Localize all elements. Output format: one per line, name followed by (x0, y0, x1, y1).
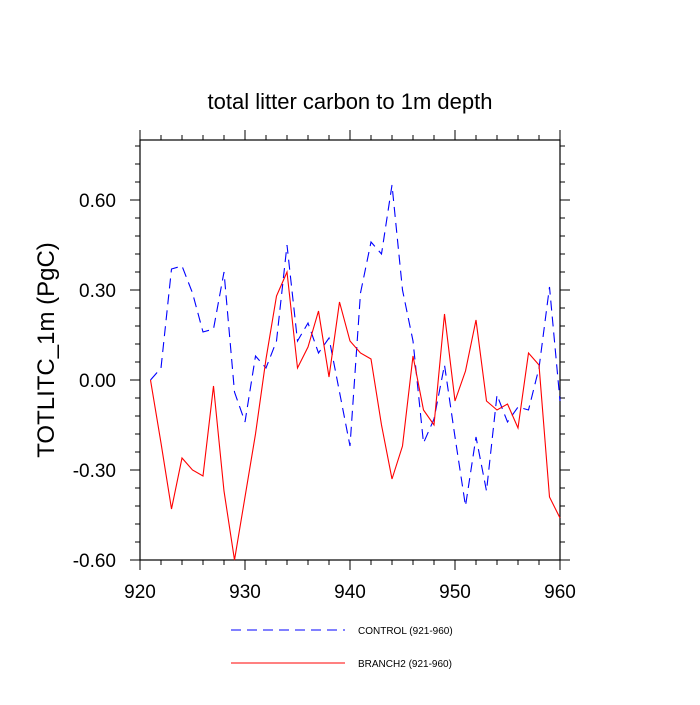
legend-label-0: CONTROL (921-960) (358, 626, 453, 637)
legend: CONTROL (921-960) BRANCH2 (921-960) (231, 626, 453, 670)
y-tick-label: 0.60 (79, 191, 116, 212)
y-tick-label: -0.60 (73, 551, 116, 572)
y-tick-label: -0.30 (73, 461, 116, 482)
series-line-0 (150, 184, 561, 507)
plot-area: 920 930 940 950 960 -0.60 -0.30 0.00 0.30 0.60 (73, 130, 576, 603)
y-tick-label: 0.00 (79, 371, 116, 392)
x-tick-label: 930 (229, 582, 261, 603)
chart-title: total litter carbon to 1m depth (208, 89, 493, 114)
y-tick-label: 0.30 (79, 281, 116, 302)
legend-label-1: BRANCH2 (921-960) (358, 659, 452, 670)
x-tick-label: 960 (544, 582, 576, 603)
x-tick-label: 920 (124, 582, 156, 603)
series-line-1 (149, 269, 561, 561)
x-tick-label: 940 (334, 582, 366, 603)
y-axis-label: TOTLITC_1m (PgC) (33, 242, 60, 458)
x-tick-label: 950 (439, 582, 471, 603)
plot-frame (139, 139, 561, 561)
